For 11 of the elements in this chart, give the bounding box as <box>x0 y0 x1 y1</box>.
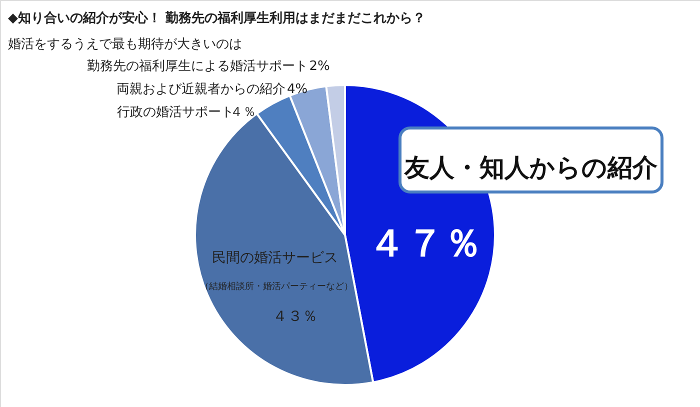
data-label: 4% <box>286 82 308 97</box>
data-label: ４７％ <box>368 221 482 265</box>
chart-subtitle: 婚活をするうえで最も期待が大きいのは <box>8 37 242 52</box>
data-label: 2% <box>309 59 330 74</box>
slice-label: 民間の婚活サービス <box>212 250 338 266</box>
slice-label: 両親および近親者からの紹介 <box>116 82 286 97</box>
text: （結婚相談所・婚活パーティーなど） <box>200 281 353 292</box>
chart-title: ◆知り合いの紹介が安心！ 勤務先の福利厚生利用はまだまだこれから？ <box>8 10 426 26</box>
data-label: ４３％ <box>272 307 318 325</box>
slice-label: 勤務先の福利厚生による婚活サポート <box>86 59 308 74</box>
slice-label: 友人・知人からの紹介 <box>404 153 658 182</box>
